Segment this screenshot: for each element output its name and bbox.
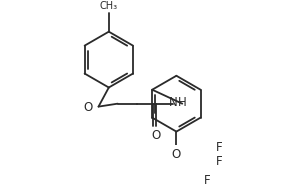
Text: F: F xyxy=(216,141,223,154)
Text: F: F xyxy=(216,155,223,168)
Text: N: N xyxy=(169,97,178,109)
Text: O: O xyxy=(172,148,181,162)
Text: O: O xyxy=(83,101,93,114)
Text: F: F xyxy=(203,174,210,187)
Text: CH₃: CH₃ xyxy=(100,1,118,11)
Text: H: H xyxy=(178,97,187,109)
Text: O: O xyxy=(151,129,161,142)
